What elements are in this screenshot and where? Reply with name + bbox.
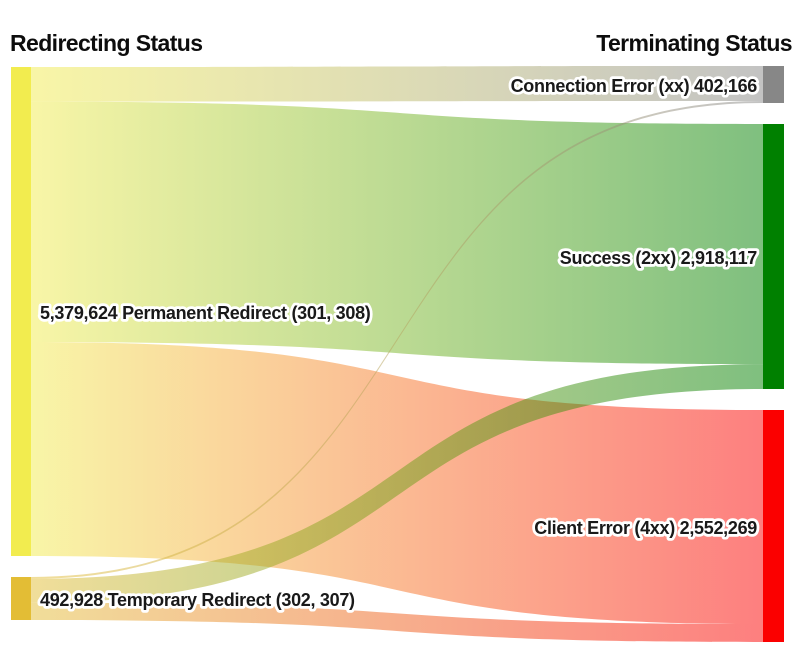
node-label-success: Success (2xx) 2,918,117 <box>560 248 758 268</box>
sankey-node-success[interactable] <box>763 124 784 389</box>
sankey-node-permanent_redirect[interactable] <box>11 67 31 556</box>
left-column-title: Redirecting Status <box>10 30 202 56</box>
sankey-node-temporary_redirect[interactable] <box>11 577 31 620</box>
sankey-link-permanent_redirect-to-success[interactable] <box>31 101 763 365</box>
sankey-node-client_error[interactable] <box>763 410 784 642</box>
sankey-node-connection_error[interactable] <box>763 66 784 103</box>
node-label-connection-error: Connection Error (xx) 402,166 <box>511 76 758 96</box>
sankey-link-permanent_redirect-to-connection_error[interactable] <box>31 66 763 102</box>
sankey-nodes <box>11 66 784 642</box>
node-label-permanent-redirect: 5,379,624 Permanent Redirect (301, 308) <box>40 303 371 323</box>
sankey-links <box>31 66 763 642</box>
sankey-link-temporary_redirect-to-client_error[interactable] <box>31 602 763 642</box>
node-label-temporary-redirect: 492,928 Temporary Redirect (302, 307) <box>40 590 355 610</box>
node-label-client-error: Client Error (4xx) 2,552,269 <box>534 518 757 538</box>
right-column-title: Terminating Status <box>596 30 792 56</box>
sankey-link-temporary_redirect-to-success[interactable] <box>31 364 763 603</box>
sankey-link-temporary_redirect-to-connection_error[interactable] <box>31 101 763 579</box>
labels-layer: Redirecting Status Terminating Status 5,… <box>10 30 793 613</box>
